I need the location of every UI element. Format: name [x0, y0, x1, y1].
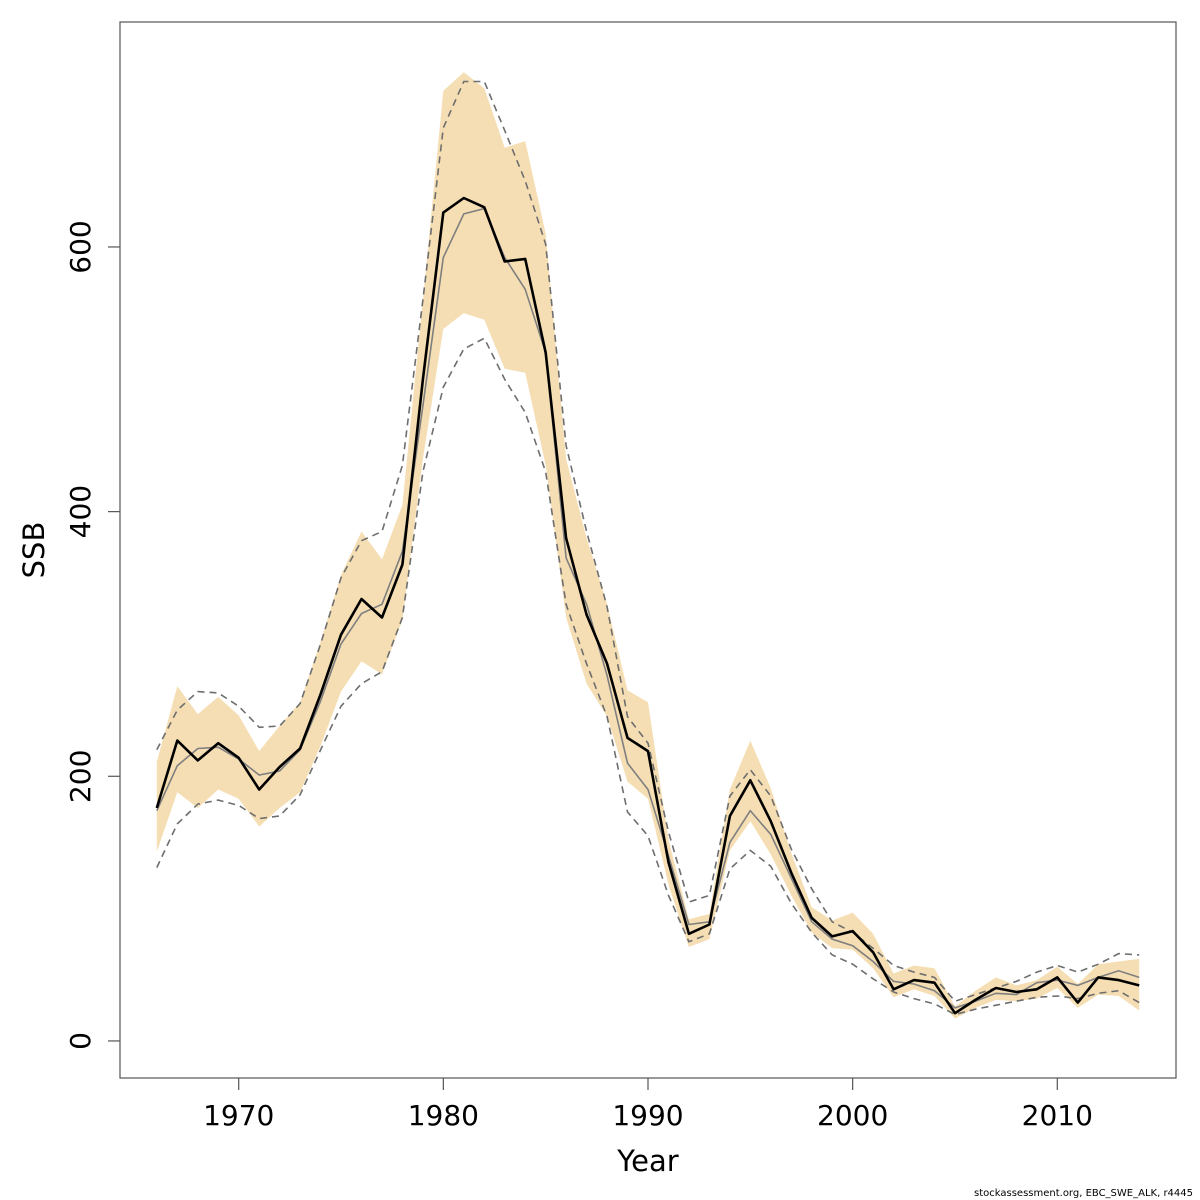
x-tick-label: 1970	[203, 1099, 274, 1132]
ssb-estimate-line	[155, 196, 1140, 1015]
source-footer: stockassessment.org, EBC_SWE_ALK, r4445	[974, 1188, 1193, 1199]
x-tick-label: 1990	[612, 1099, 683, 1132]
x-axis: 1970 1980 1990 2000 2010	[203, 1078, 1093, 1132]
plot-area	[155, 72, 1140, 1019]
x-tick-label: 2000	[817, 1099, 888, 1132]
y-tick-label: 200	[64, 750, 97, 803]
x-axis-title: Year	[616, 1144, 678, 1178]
y-tick-label: 600	[64, 220, 97, 273]
x-tick-label: 1980	[408, 1099, 479, 1132]
y-axis-title: SSB	[17, 522, 51, 579]
y-axis: 0 200 400 600	[64, 220, 120, 1050]
y-tick-label: 400	[64, 485, 97, 538]
upper-bound-dashed-line	[156, 80, 1140, 1003]
x-tick-label: 2010	[1022, 1099, 1093, 1132]
lower-bound-dashed-line	[156, 337, 1140, 1016]
y-tick-label: 0	[64, 1032, 97, 1050]
